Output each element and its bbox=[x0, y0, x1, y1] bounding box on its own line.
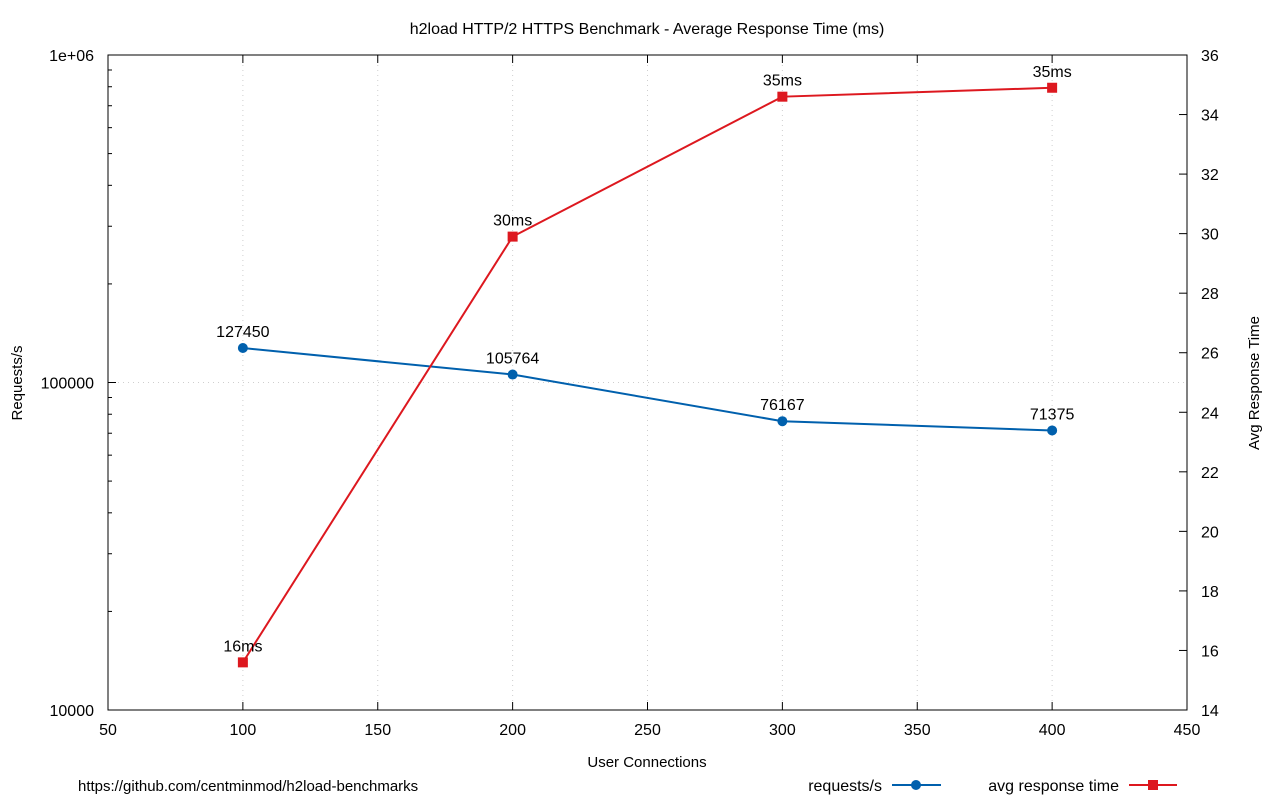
y2-tick-label: 34 bbox=[1201, 108, 1219, 125]
y2-tick-label: 24 bbox=[1201, 405, 1219, 422]
data-label: 76167 bbox=[760, 397, 805, 414]
y2-axis-ticks: 14 16 18 20 22 24 26 28 30 32 34 36 bbox=[1179, 48, 1219, 720]
requests-point bbox=[1047, 425, 1058, 436]
x-tick-label: 100 bbox=[230, 722, 257, 739]
plot-frame bbox=[107, 54, 1188, 711]
y2-tick-label: 16 bbox=[1201, 643, 1219, 660]
x-tick-label: 300 bbox=[769, 722, 796, 739]
y-axis-ticks: 10000 100000 1e+06 bbox=[41, 48, 116, 720]
legend: requests/s avg response time bbox=[808, 778, 1177, 795]
y2-tick-label: 22 bbox=[1201, 465, 1219, 482]
x-tick-label: 250 bbox=[634, 722, 661, 739]
x-tick-label: 400 bbox=[1039, 722, 1066, 739]
y2-tick-label: 20 bbox=[1201, 524, 1219, 541]
response-time-point bbox=[507, 231, 518, 242]
y-tick-label: 10000 bbox=[50, 703, 95, 720]
x-tick-label: 200 bbox=[499, 722, 526, 739]
data-label: 127450 bbox=[216, 324, 269, 341]
data-label: 35ms bbox=[763, 73, 802, 90]
data-label: 105764 bbox=[486, 351, 539, 368]
legend-marker-response bbox=[1148, 780, 1158, 790]
series-line-requests bbox=[242, 347, 1053, 432]
legend-marker-requests bbox=[911, 780, 921, 790]
response-time-point bbox=[777, 91, 788, 102]
response-time-point bbox=[237, 657, 248, 668]
requests-point bbox=[237, 343, 248, 354]
requests-point bbox=[507, 369, 518, 380]
x-axis-ticks: 50 100 150 200 250 300 350 400 450 bbox=[99, 55, 1200, 739]
series-line-response-time bbox=[242, 86, 1053, 663]
legend-label-response: avg response time bbox=[988, 778, 1119, 795]
footer-source-url: https://github.com/centminmod/h2load-ben… bbox=[78, 778, 418, 795]
y2-tick-label: 36 bbox=[1201, 48, 1219, 65]
y-tick-label: 1e+06 bbox=[49, 48, 94, 65]
y-axis-label: Requests/s bbox=[9, 345, 26, 420]
y2-tick-label: 30 bbox=[1201, 227, 1219, 244]
chart-title: h2load HTTP/2 HTTPS Benchmark - Average … bbox=[410, 21, 885, 38]
legend-label-requests: requests/s bbox=[808, 778, 882, 795]
response-time-point bbox=[1047, 82, 1058, 93]
x-tick-label: 150 bbox=[364, 722, 391, 739]
requests-point bbox=[777, 416, 788, 427]
data-label: 16ms bbox=[223, 638, 262, 655]
y2-tick-label: 14 bbox=[1201, 703, 1219, 720]
data-label: 30ms bbox=[493, 213, 532, 230]
y-tick-label: 100000 bbox=[41, 376, 94, 393]
data-label: 71375 bbox=[1030, 406, 1075, 423]
data-label: 35ms bbox=[1033, 64, 1072, 81]
y2-tick-label: 32 bbox=[1201, 167, 1219, 184]
x-axis-label: User Connections bbox=[587, 754, 706, 771]
x-tick-label: 450 bbox=[1174, 722, 1201, 739]
y2-tick-label: 28 bbox=[1201, 286, 1219, 303]
series-layer: 127450 105764 76167 71375 16ms 30ms 35ms 35ms bbox=[216, 64, 1074, 668]
y2-tick-label: 26 bbox=[1201, 346, 1219, 363]
x-tick-label: 350 bbox=[904, 722, 931, 739]
y2-tick-label: 18 bbox=[1201, 584, 1219, 601]
y2-axis-label: Avg Response Time bbox=[1246, 316, 1263, 450]
grid-lines bbox=[108, 55, 1187, 710]
x-tick-label: 50 bbox=[99, 722, 117, 739]
